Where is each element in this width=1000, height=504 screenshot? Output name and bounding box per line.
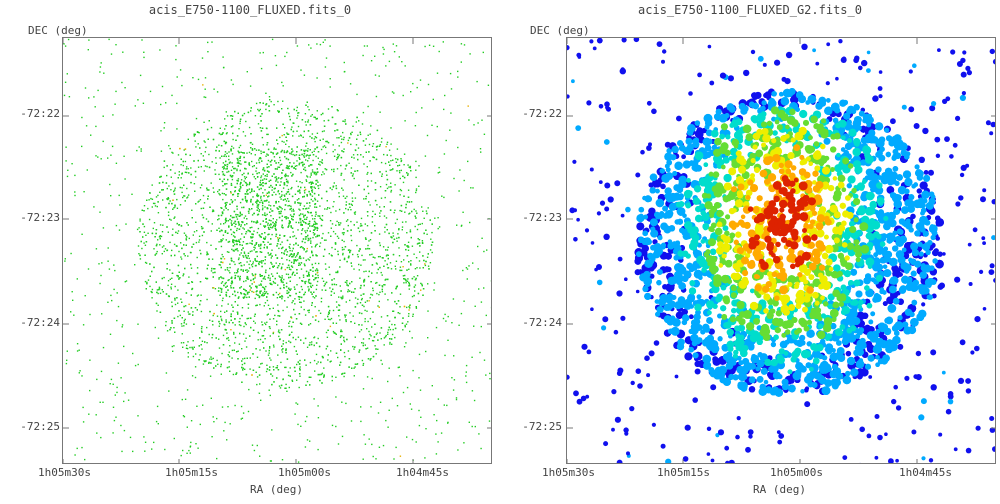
image-panel-right: acis_E750-1100_FLUXED_G2.fits_0 DEC (deg…	[500, 0, 1000, 504]
y-tick-label: -72:24	[522, 316, 562, 329]
ra-axis-label: RA (deg)	[753, 483, 806, 496]
image-canvas-left[interactable]	[62, 37, 492, 464]
x-tick-label: 1h04m45s	[396, 466, 449, 479]
dec-axis-label: DEC (deg)	[28, 24, 88, 37]
image-canvas-right[interactable]	[566, 37, 996, 464]
x-tick-label: 1h05m30s	[38, 466, 91, 479]
x-tick-label: 1h05m00s	[278, 466, 331, 479]
x-tick-label: 1h05m00s	[770, 466, 823, 479]
y-tick-label: -72:22	[522, 107, 562, 120]
smoothed-image	[567, 38, 995, 463]
ra-axis-label: RA (deg)	[250, 483, 303, 496]
y-tick-label: -72:25	[522, 420, 562, 433]
y-tick-label: -72:24	[20, 316, 60, 329]
smoothed-emission	[567, 38, 995, 463]
y-tick-label: -72:23	[20, 211, 60, 224]
y-tick-label: -72:25	[20, 420, 60, 433]
panel-title: acis_E750-1100_FLUXED.fits_0	[148, 3, 352, 17]
x-tick-label: 1h04m45s	[899, 466, 952, 479]
event-scatter	[63, 38, 491, 463]
event-points	[63, 38, 491, 463]
image-panel-left: acis_E750-1100_FLUXED.fits_0 DEC (deg) -…	[20, 3, 492, 496]
y-tick-label: -72:23	[522, 211, 562, 224]
x-tick-label: 1h05m15s	[165, 466, 218, 479]
y-tick-label: -72:22	[20, 107, 60, 120]
panel-title: acis_E750-1100_FLUXED_G2.fits_0	[638, 3, 862, 17]
x-tick-label: 1h05m30s	[542, 466, 595, 479]
dec-axis-label: DEC (deg)	[530, 24, 590, 37]
x-tick-label: 1h05m15s	[657, 466, 710, 479]
